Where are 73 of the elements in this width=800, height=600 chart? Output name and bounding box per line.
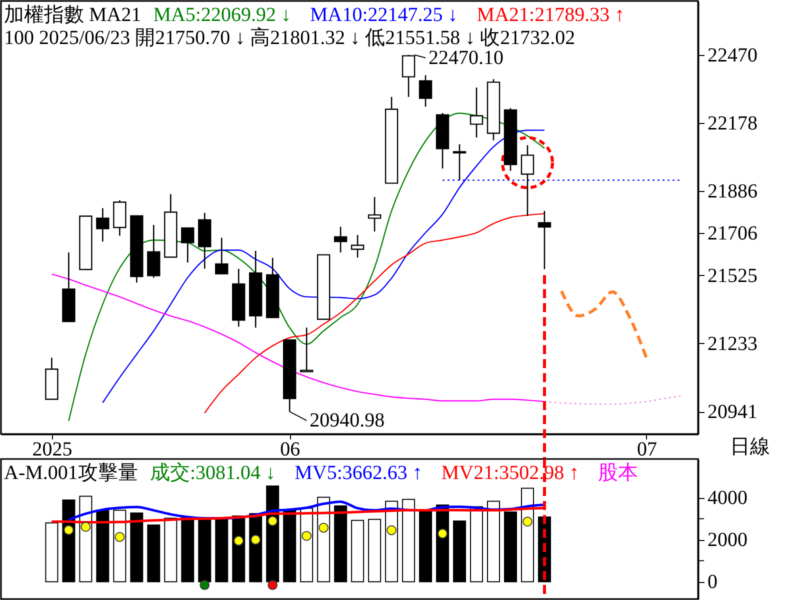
- candlestick: [181, 227, 194, 264]
- point: [234, 536, 244, 546]
- y-tick-label: 22470: [708, 44, 758, 66]
- candlestick: [470, 86, 484, 138]
- candlestick: [215, 237, 228, 274]
- bar: [487, 500, 500, 582]
- annotation: 22470.10: [428, 46, 504, 69]
- point: [522, 516, 532, 527]
- candlestick: [452, 144, 466, 181]
- line-series: [51, 274, 546, 402]
- candlestick: [300, 326, 314, 372]
- y-tick-label: 20941: [708, 401, 758, 424]
- point: [438, 528, 448, 539]
- candlestick: [350, 234, 364, 258]
- text: 100 2025/06/23 開21750.70 ↓ 高21801.32 ↓ 低21551.58 ↓ 收21732.02: [4, 26, 576, 49]
- bar: [334, 505, 348, 582]
- bar: [147, 524, 160, 582]
- bar: [470, 506, 484, 582]
- annotation: 20940.98: [310, 410, 385, 432]
- bar: [419, 510, 432, 582]
- point: [318, 522, 329, 533]
- bar: [368, 518, 382, 582]
- text: MA5:22069.92 ↓: [153, 4, 291, 26]
- line-series: [560, 289, 648, 360]
- point: [114, 532, 125, 542]
- y-tick-label: 0: [708, 571, 718, 594]
- candlestick: [538, 210, 552, 270]
- bar: [351, 520, 364, 582]
- point: [386, 525, 397, 536]
- x-tick-label: 07: [636, 438, 657, 460]
- point: [302, 530, 312, 541]
- candlestick: [96, 208, 110, 242]
- bar: [130, 512, 144, 582]
- x-tick-label: 2025: [32, 438, 72, 460]
- bar: [215, 518, 228, 582]
- bar: [453, 520, 466, 582]
- legend-label: 股本: [598, 462, 638, 484]
- chart-title: 加權指數 MA21: [4, 4, 142, 26]
- series-label: MV5:3662.63 ↑: [294, 462, 422, 484]
- text: MA10:22147.25 ↓: [310, 4, 458, 26]
- point: [268, 516, 278, 526]
- line-series: [204, 213, 546, 414]
- y-tick-label: 21706: [708, 222, 758, 245]
- y-tick-label: 21886: [708, 180, 758, 203]
- candlestick: [520, 144, 534, 217]
- point: [80, 522, 91, 532]
- point: [200, 580, 210, 590]
- bar: [45, 522, 58, 582]
- line-series: [544, 395, 682, 405]
- point: [250, 534, 261, 545]
- bar: [164, 518, 178, 582]
- y-tick-label: 22178: [708, 112, 758, 135]
- bar: [283, 509, 296, 582]
- series-label: MV21:3502.98 ↑: [441, 462, 580, 484]
- text: MA21:21789.33 ↑: [476, 4, 625, 26]
- candlestick: [334, 226, 348, 254]
- point: [268, 580, 278, 590]
- y-tick-label: 4000: [708, 487, 748, 510]
- bar: [96, 510, 110, 582]
- candlestick: [418, 74, 432, 108]
- y-tick-label: 2000: [708, 529, 748, 552]
- y-tick-label: 21525: [708, 264, 758, 287]
- candlestick: [147, 224, 160, 278]
- candlestick: [368, 196, 382, 232]
- y-tick-label: 21233: [708, 332, 758, 355]
- bar: [181, 516, 194, 582]
- series-label: 成交:3081.04 ↓: [150, 462, 276, 484]
- text: 日線: [730, 436, 770, 458]
- bar: [504, 511, 517, 582]
- chart-title: A-M.001攻擊量: [4, 462, 138, 484]
- point: [64, 525, 74, 536]
- x-tick-label: 06: [280, 438, 300, 460]
- bar: [402, 498, 416, 582]
